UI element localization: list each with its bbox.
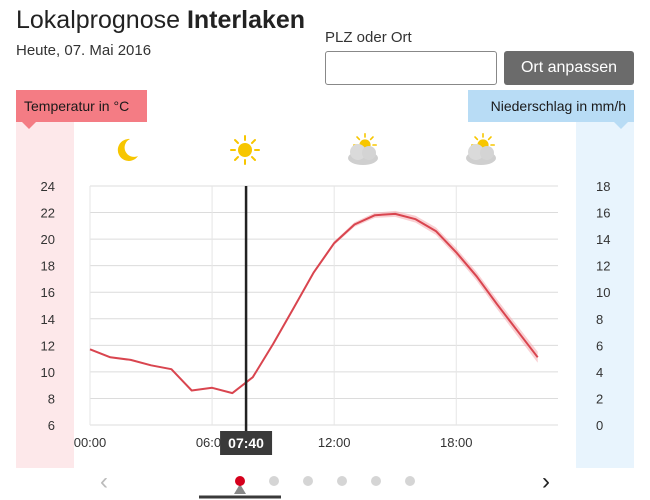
precipitation-tick-label: 12 — [596, 259, 610, 274]
page-dot[interactable] — [337, 476, 347, 486]
temperature-tick-label: 22 — [41, 206, 55, 221]
precipitation-axis-band — [576, 122, 634, 468]
time-tick-label: 00:00 — [74, 435, 107, 450]
precipitation-tick-label: 18 — [596, 179, 610, 194]
search-label: PLZ oder Ort — [325, 29, 412, 46]
forecast-date: Heute, 07. Mai 2016 — [16, 42, 152, 59]
sun-cloud-icon — [466, 133, 496, 165]
precipitation-axis-ticks: 0 2 4 6 8 10 12 14 16 18 — [596, 179, 610, 433]
temperature-axis-tag: Temperatur in °C — [16, 90, 147, 129]
time-tick-label: 18:00 — [440, 435, 473, 450]
page-title-location: Interlaken — [186, 6, 306, 34]
page-dot[interactable] — [303, 476, 313, 486]
time-tick-label: 12:00 — [318, 435, 351, 450]
temperature-axis-ticks: 6 8 10 12 14 16 18 20 22 24 — [41, 179, 55, 433]
page-dot[interactable] — [235, 476, 245, 486]
temperature-uncertainty-band — [252, 210, 538, 378]
chart-grid — [89, 185, 558, 426]
page-title: Lokalprognose Interlaken — [16, 6, 305, 35]
temperature-tick-label: 24 — [41, 179, 55, 194]
temperature-line — [89, 212, 539, 395]
page-dot[interactable] — [405, 476, 415, 486]
current-time-label: 07:40 — [228, 435, 264, 451]
precipitation-tick-label: 16 — [596, 206, 610, 221]
precipitation-tick-label: 6 — [596, 338, 603, 353]
precipitation-tick-label: 10 — [596, 285, 610, 300]
precipitation-tick-label: 0 — [596, 418, 603, 433]
sun-icon — [230, 135, 260, 165]
temperature-axis-band — [16, 122, 74, 468]
time-axis-ticks: 00:00 06:00 12:00 18:00 — [74, 435, 473, 450]
precipitation-tick-label: 4 — [596, 365, 603, 380]
temperature-tick-label: 14 — [41, 312, 55, 327]
precipitation-tick-label: 8 — [596, 312, 603, 327]
precipitation-tick-label: 14 — [596, 232, 610, 247]
temperature-tick-label: 10 — [41, 365, 55, 380]
page-dot[interactable] — [269, 476, 279, 486]
weather-icon-row — [117, 133, 496, 165]
precipitation-tick-label: 2 — [596, 391, 603, 406]
temperature-tick-label: 18 — [41, 259, 55, 274]
next-day-arrow[interactable]: › — [542, 468, 550, 495]
temperature-tick-label: 6 — [48, 418, 55, 433]
page-dot[interactable] — [371, 476, 381, 486]
temperature-tick-label: 16 — [41, 285, 55, 300]
sun-cloud-icon — [348, 133, 378, 165]
temperature-tick-label: 20 — [41, 232, 55, 247]
page-title-prefix: Lokalprognose — [16, 6, 181, 34]
current-time-badge: 07:40 — [220, 431, 273, 455]
temperature-tick-label: 8 — [48, 391, 55, 406]
precipitation-axis-tag: Niederschlag in mm/h — [468, 90, 634, 129]
change-location-button[interactable]: Ort anpassen — [504, 51, 634, 85]
page-indicator-pointer — [234, 484, 246, 494]
temperature-tick-label: 12 — [41, 338, 55, 353]
previous-day-arrow[interactable]: ‹ — [100, 468, 108, 495]
moon-icon — [117, 138, 138, 161]
search-input[interactable] — [325, 51, 497, 85]
